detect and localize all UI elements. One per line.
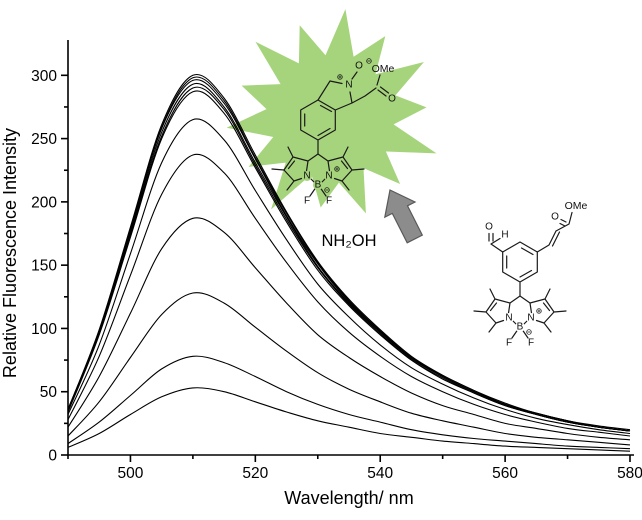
x-tick-label: 540 xyxy=(367,465,393,482)
aldehyde-hydrogen-label: H xyxy=(501,230,508,241)
y-tick-label: 150 xyxy=(31,258,57,275)
spectrum-curve xyxy=(67,153,631,437)
reactant-structure: O H O OMe xyxy=(473,200,588,350)
spectrum-curve xyxy=(67,387,631,452)
plus-charge-icon: ⊕ xyxy=(337,73,344,82)
nitrogen-atom-label: N xyxy=(345,80,352,91)
carbonyl-oxygen-label: O xyxy=(551,212,559,223)
x-tick-label: 560 xyxy=(492,465,518,482)
carbonyl-oxygen-label: O xyxy=(388,94,396,105)
axes: 0 50 100 150 200 250 300 500 520 540 560 580 xyxy=(31,40,642,482)
series-curves xyxy=(67,73,631,452)
y-tick-label: 50 xyxy=(40,384,58,401)
spectrum-curve xyxy=(67,118,631,435)
reaction-arrow-icon xyxy=(383,189,424,244)
methoxy-group-label: OMe xyxy=(372,63,395,75)
y-tick-label: 300 xyxy=(31,68,57,85)
product-bonds xyxy=(300,71,390,155)
y-tick-label: 100 xyxy=(31,321,57,338)
methoxy-group-label: OMe xyxy=(565,200,588,212)
x-tick-label: 580 xyxy=(617,465,642,482)
oxide-oxygen-label: O xyxy=(355,61,363,72)
minus-charge-icon: ⊖ xyxy=(366,57,373,66)
spectrum-curve xyxy=(67,355,631,450)
aldehyde-oxygen-label: O xyxy=(485,222,493,233)
nh2oh-label: NH₂OH xyxy=(322,232,377,250)
product-structure: N ⊕ O ⊖ O OMe xyxy=(271,57,396,208)
x-tick-label: 520 xyxy=(242,465,268,482)
spectrum-curve xyxy=(67,292,631,446)
reactant-bodipy-core xyxy=(473,288,567,350)
y-tick-label: 200 xyxy=(31,194,57,211)
spectrum-curve xyxy=(67,79,631,432)
y-tick-label: 250 xyxy=(31,131,57,148)
spectrum-curve xyxy=(67,90,631,432)
y-tick-label: 0 xyxy=(48,448,57,465)
x-tick-label: 500 xyxy=(118,465,144,482)
y-axis-label: Relative Fluorescence Intensity xyxy=(0,128,20,378)
x-axis-label: Wavelength/ nm xyxy=(284,488,413,508)
spectrum-curve xyxy=(67,217,631,441)
reactant-bonds xyxy=(488,211,573,297)
